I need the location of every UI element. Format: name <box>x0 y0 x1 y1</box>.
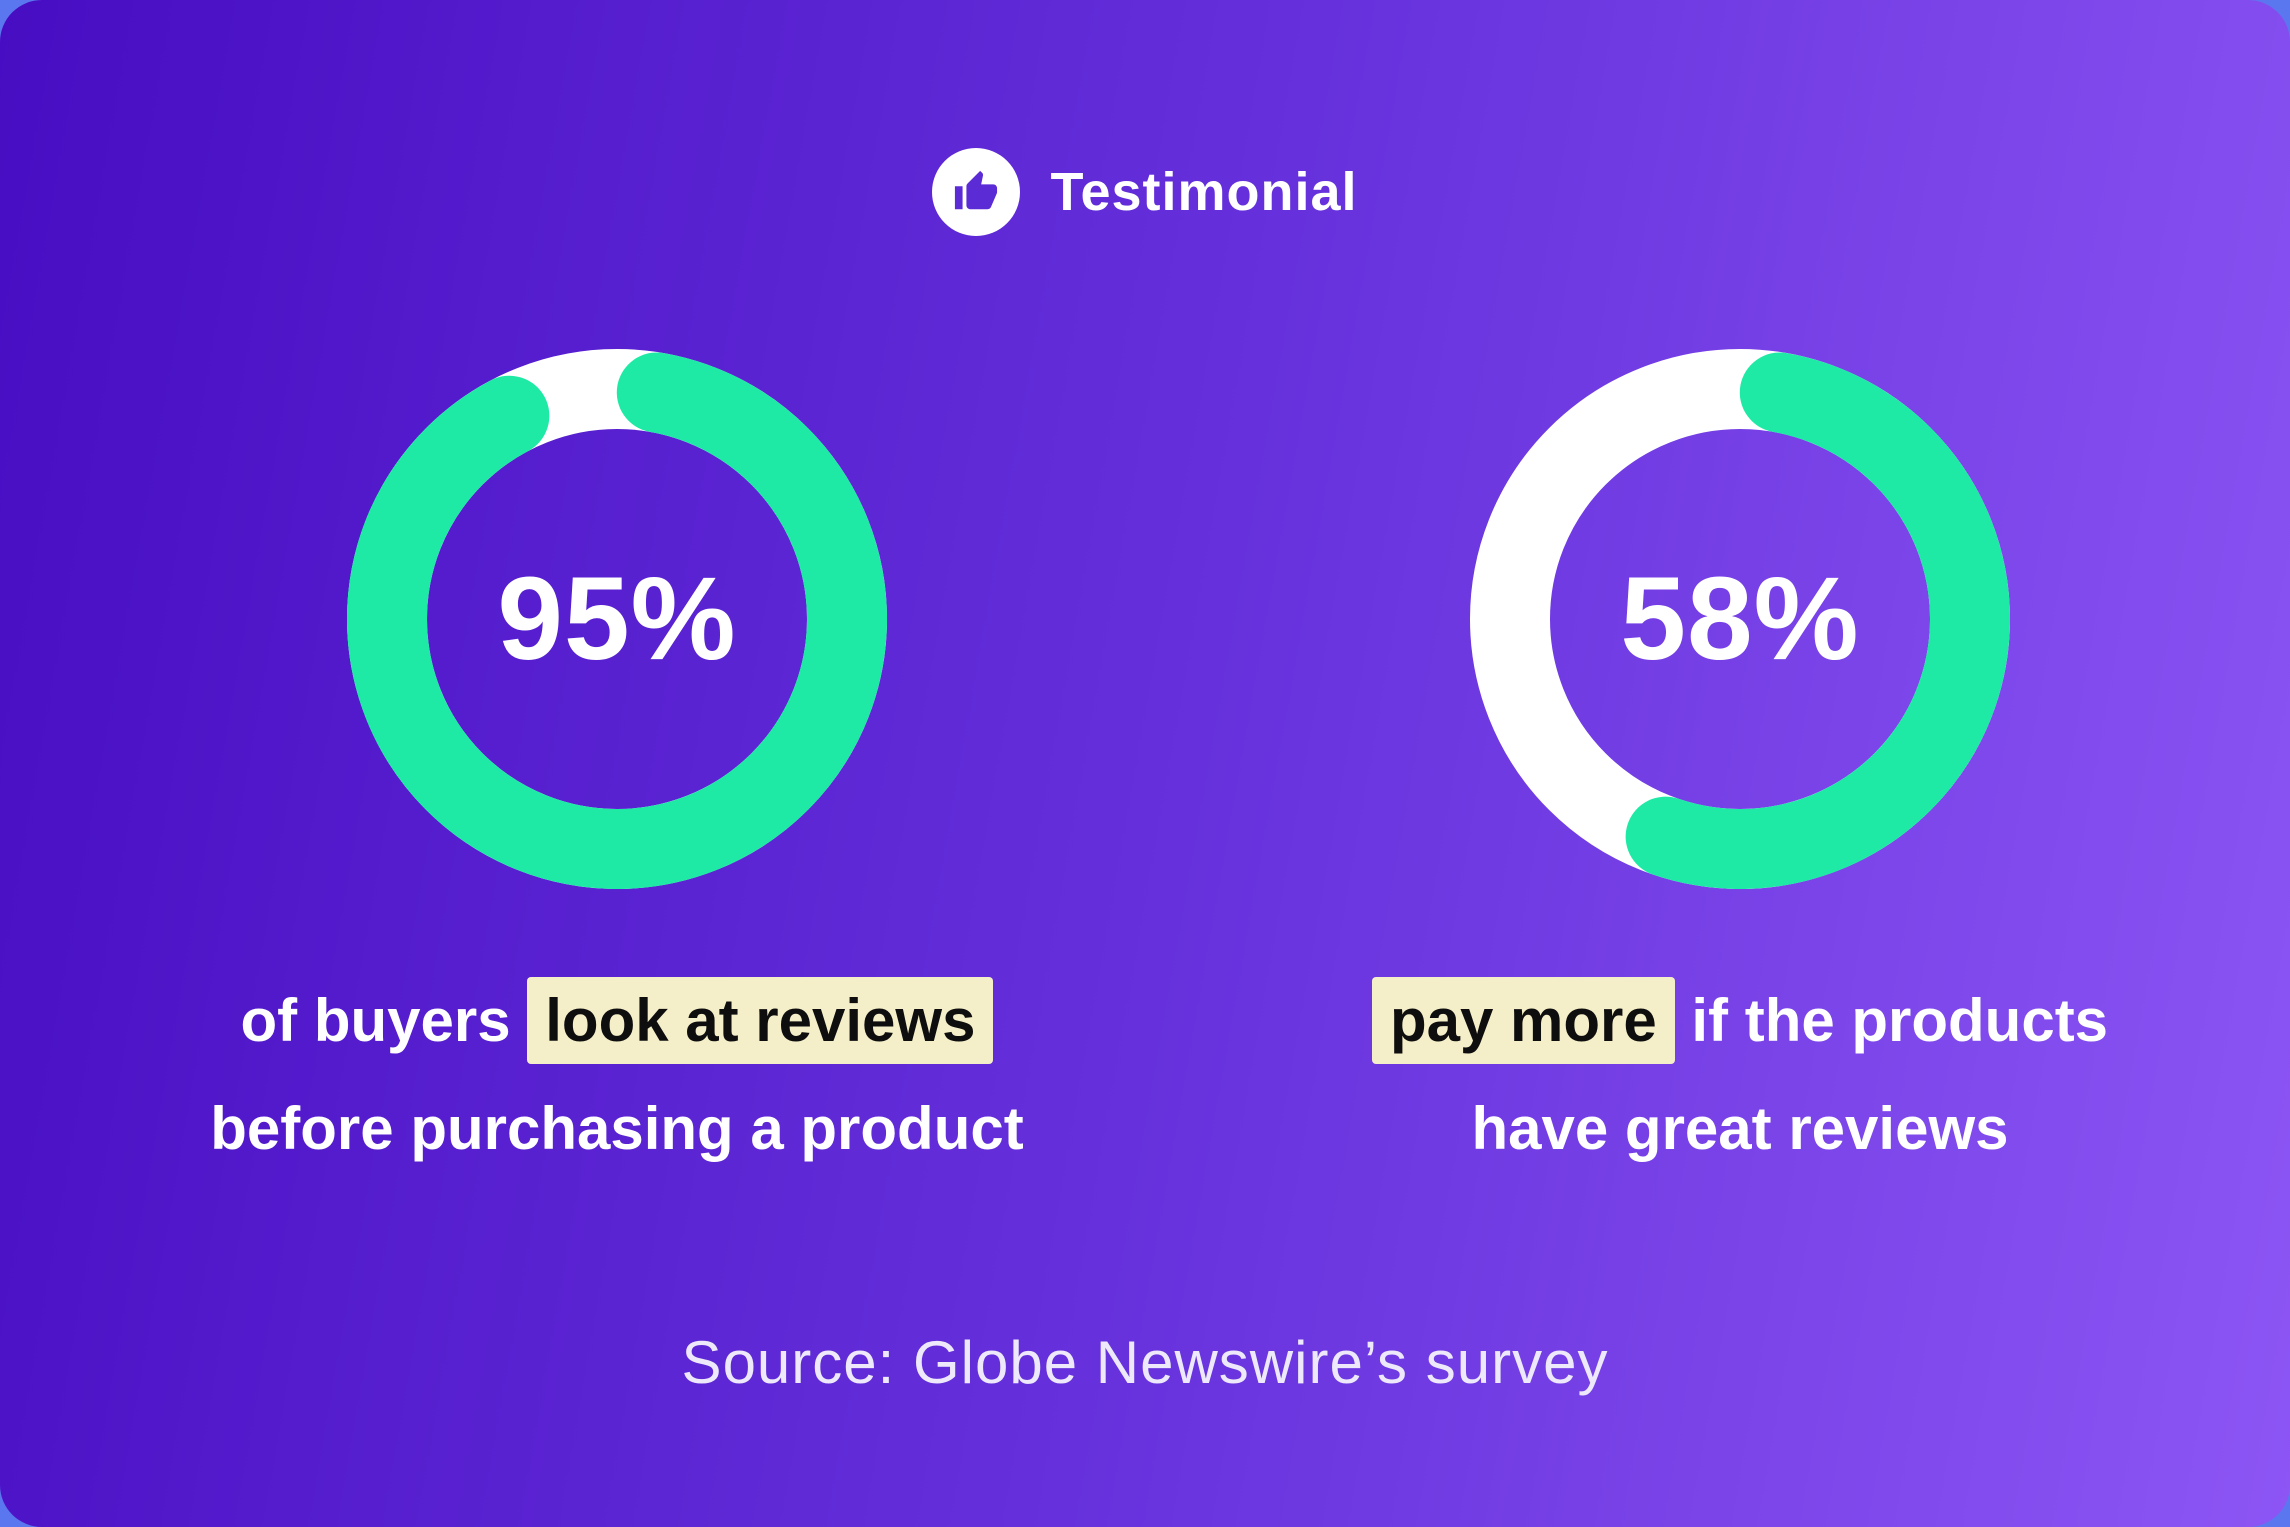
highlighted-phrase: look at reviews <box>527 977 994 1064</box>
source-note: Source: Globe Newswire’s survey <box>681 1329 1609 1396</box>
caption-text: if the products <box>1674 987 2109 1054</box>
caption-line: of buyers look at reviews <box>47 967 1187 1075</box>
donut-value-arc <box>1470 349 2010 889</box>
caption-text: have great reviews <box>1471 1095 2009 1162</box>
highlighted-phrase: pay more <box>1371 977 1675 1064</box>
caption-line: pay more if the products <box>1170 967 2290 1075</box>
caption-line: before purchasing a product <box>47 1075 1187 1183</box>
stat-caption: of buyers look at reviews before purchasi… <box>47 967 1187 1183</box>
thumbs-up-icon <box>932 148 1021 236</box>
donut-rings <box>1470 349 2010 889</box>
percent-value: 58% <box>1620 553 1860 685</box>
caption-line: have great reviews <box>1170 1075 2290 1183</box>
caption-text: of buyers <box>240 987 528 1054</box>
percent-value: 95% <box>497 553 737 685</box>
stat-pay-more: 58% pay more if the products have great r… <box>1170 349 2290 1183</box>
header: Testimonial <box>0 142 2290 242</box>
donut-chart-58: 58% <box>1470 349 2010 889</box>
donut-value-arc <box>347 349 887 889</box>
page-title: Testimonial <box>1050 162 1358 222</box>
stat-buyers-look-at-reviews: 95% of buyers look at reviews before purc… <box>47 349 1187 1183</box>
stat-caption: pay more if the products have great revie… <box>1170 967 2290 1183</box>
donut-rings <box>347 349 887 889</box>
donut-chart-95: 95% <box>347 349 887 889</box>
caption-text: before purchasing a product <box>210 1095 1024 1162</box>
